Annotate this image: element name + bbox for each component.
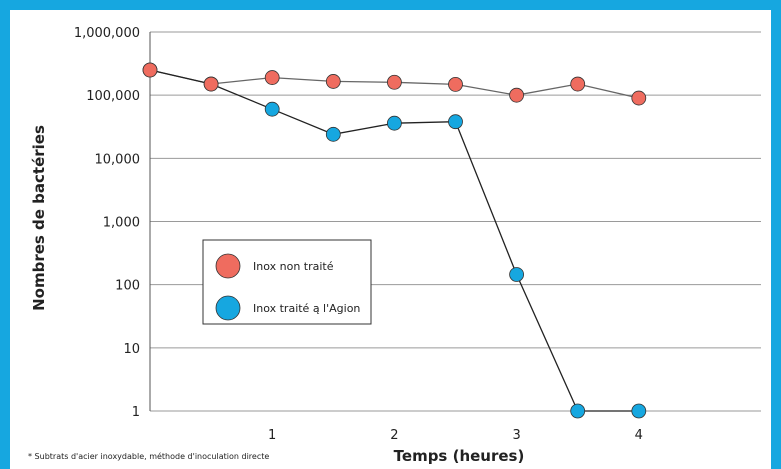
footnote: * Subtrats d'acier inoxydable, méthode d…	[28, 451, 269, 461]
data-point-series-1	[142, 62, 158, 78]
y-tick-label: 1	[132, 405, 140, 420]
data-point-series-1	[325, 74, 341, 89]
x-tick-label: 2	[390, 428, 398, 443]
data-point-series-1	[386, 74, 402, 90]
x-tick-label: 1	[268, 428, 276, 443]
data-point-series-2	[570, 403, 586, 419]
y-tick-label: 1,000	[103, 216, 140, 231]
y-tick-label: 1,000,000	[74, 26, 140, 41]
legend-label-1: Inox non traité	[253, 260, 334, 273]
legend-label-2: Inox traité ą l'Agion	[253, 302, 360, 315]
data-point-series-2	[509, 267, 525, 282]
x-axis-title: Temps (heures)	[394, 447, 525, 465]
x-tick-label: 4	[635, 428, 643, 443]
data-point-series-1	[509, 87, 525, 103]
legend-swatch-1	[215, 253, 241, 279]
x-tick-label: 3	[512, 428, 520, 443]
y-tick-label: 10,000	[95, 152, 141, 167]
data-point-series-1	[264, 70, 280, 85]
data-point-series-2	[325, 126, 341, 142]
data-point-series-2	[631, 403, 647, 419]
chart-svg: 1 10 100 1,000 10,000 100,000 1,000,000 1 2 3 4 In…	[28, 26, 761, 465]
data-point-series-2	[264, 101, 280, 117]
legend-swatch-2	[215, 295, 241, 321]
chart-frame: 1 10 100 1,000 10,000 100,000 1,000,000 1 2 3 4 In…	[10, 10, 771, 469]
data-point-series-1	[203, 76, 219, 92]
data-point-series-2	[386, 115, 402, 131]
y-tick-label: 100,000	[86, 89, 140, 104]
y-tick-label: 10	[123, 342, 140, 357]
legend: Inox non traité Inox traité ą l'Agion	[215, 253, 360, 321]
data-point-series-2	[448, 114, 463, 130]
data-point-series-1	[570, 76, 586, 92]
y-axis-title: Nombres de bactéries	[30, 125, 48, 311]
axis-layer: 1 10 100 1,000 10,000 100,000 1,000,000 1 2 3 4	[74, 26, 643, 443]
y-tick-label: 100	[115, 279, 140, 294]
data-point-series-1	[631, 90, 647, 106]
series-points	[142, 62, 647, 419]
data-point-series-1	[448, 77, 463, 92]
